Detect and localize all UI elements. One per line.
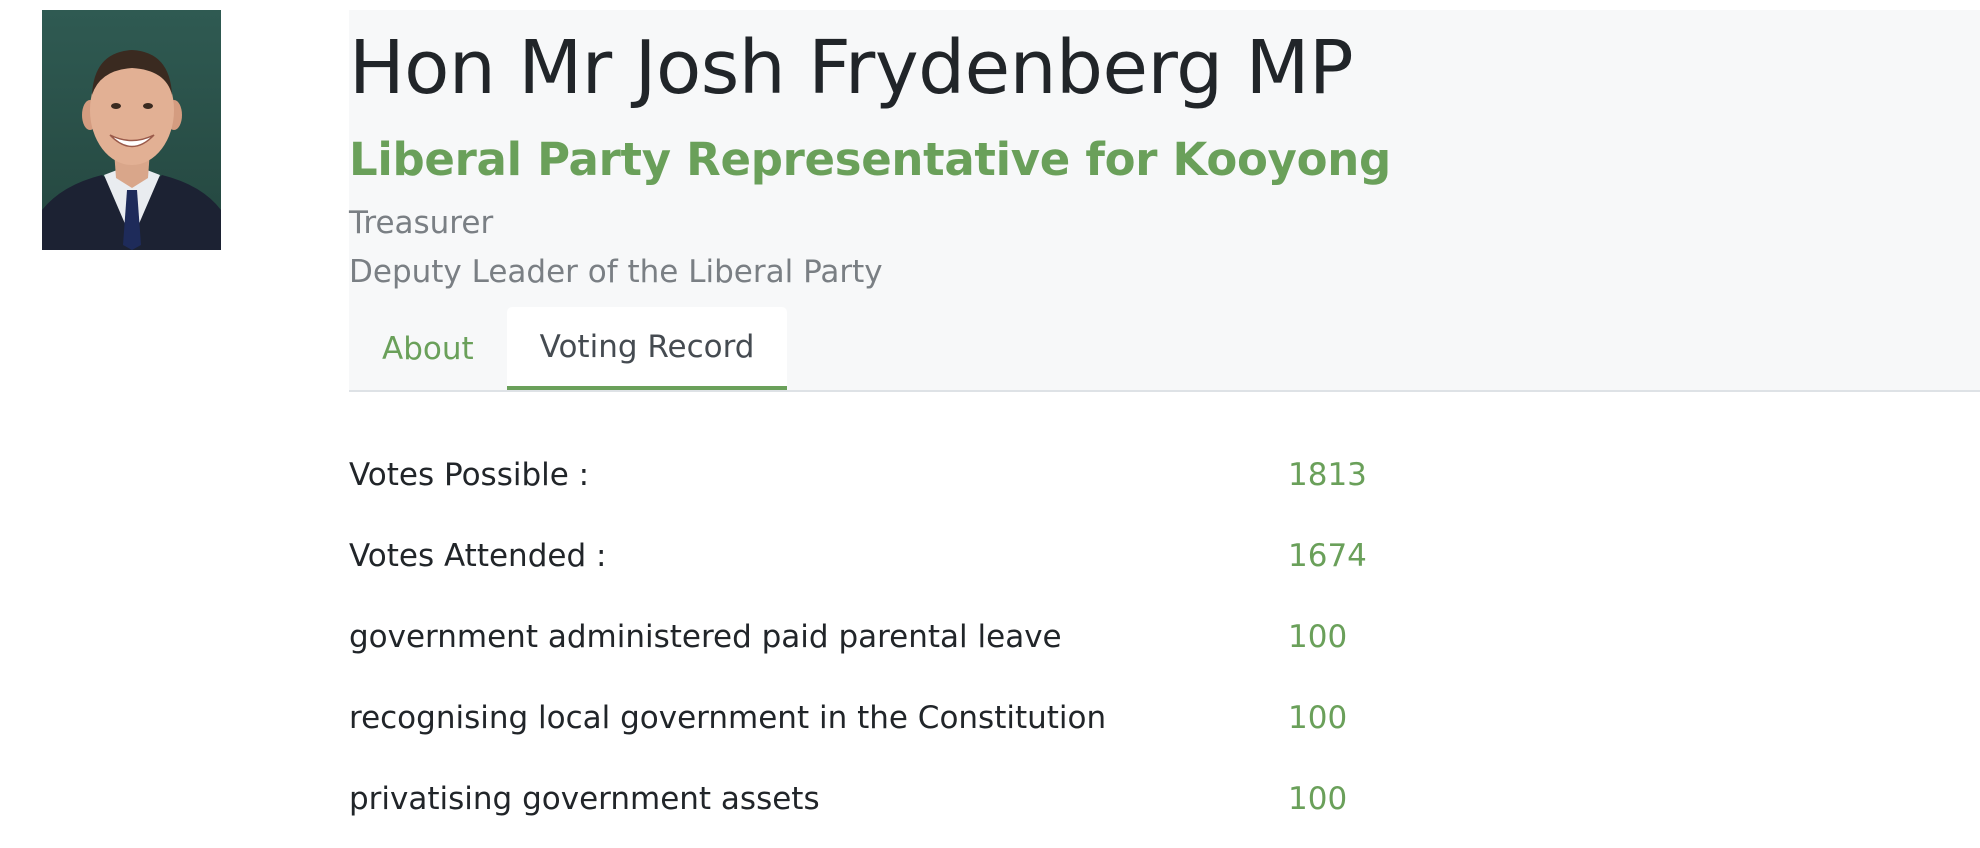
role-deputy-leader: Deputy Leader of the Liberal Party <box>349 254 883 290</box>
stat-value: 1813 <box>1288 457 1367 493</box>
stat-label: government administered paid parental le… <box>349 619 1062 655</box>
tab-voting-record[interactable]: Voting Record <box>506 307 788 390</box>
member-header: Hon Mr Josh Frydenberg MP Liberal Party … <box>349 10 1980 392</box>
stat-row-parental-leave: government administered paid parental le… <box>349 617 1549 698</box>
role-treasurer: Treasurer <box>349 205 494 241</box>
stat-value: 100 <box>1288 700 1348 736</box>
member-photo <box>42 10 221 250</box>
party-electorate: Liberal Party Representative for Kooyong <box>349 133 1391 186</box>
stat-label: recognising local government in the Cons… <box>349 700 1107 736</box>
voting-stats: Votes Possible : 1813 Votes Attended : 1… <box>349 455 1549 848</box>
stat-row-votes-attended: Votes Attended : 1674 <box>349 536 1549 617</box>
stat-value: 100 <box>1288 619 1348 655</box>
stat-label: Votes Attended : <box>349 538 607 574</box>
stat-row-privatising-assets: privatising government assets 100 <box>349 779 1549 848</box>
portrait-image <box>42 10 221 250</box>
stat-value: 100 <box>1288 781 1348 817</box>
member-name: Hon Mr Josh Frydenberg MP <box>349 25 1354 111</box>
profile-tabs: About Voting Record <box>349 307 788 390</box>
tab-about[interactable]: About <box>382 330 474 367</box>
stat-label: Votes Possible : <box>349 457 590 493</box>
stat-label: privatising government assets <box>349 781 820 817</box>
stat-row-votes-possible: Votes Possible : 1813 <box>349 455 1549 536</box>
stat-row-local-government: recognising local government in the Cons… <box>349 698 1549 779</box>
stat-value: 1674 <box>1288 538 1367 574</box>
